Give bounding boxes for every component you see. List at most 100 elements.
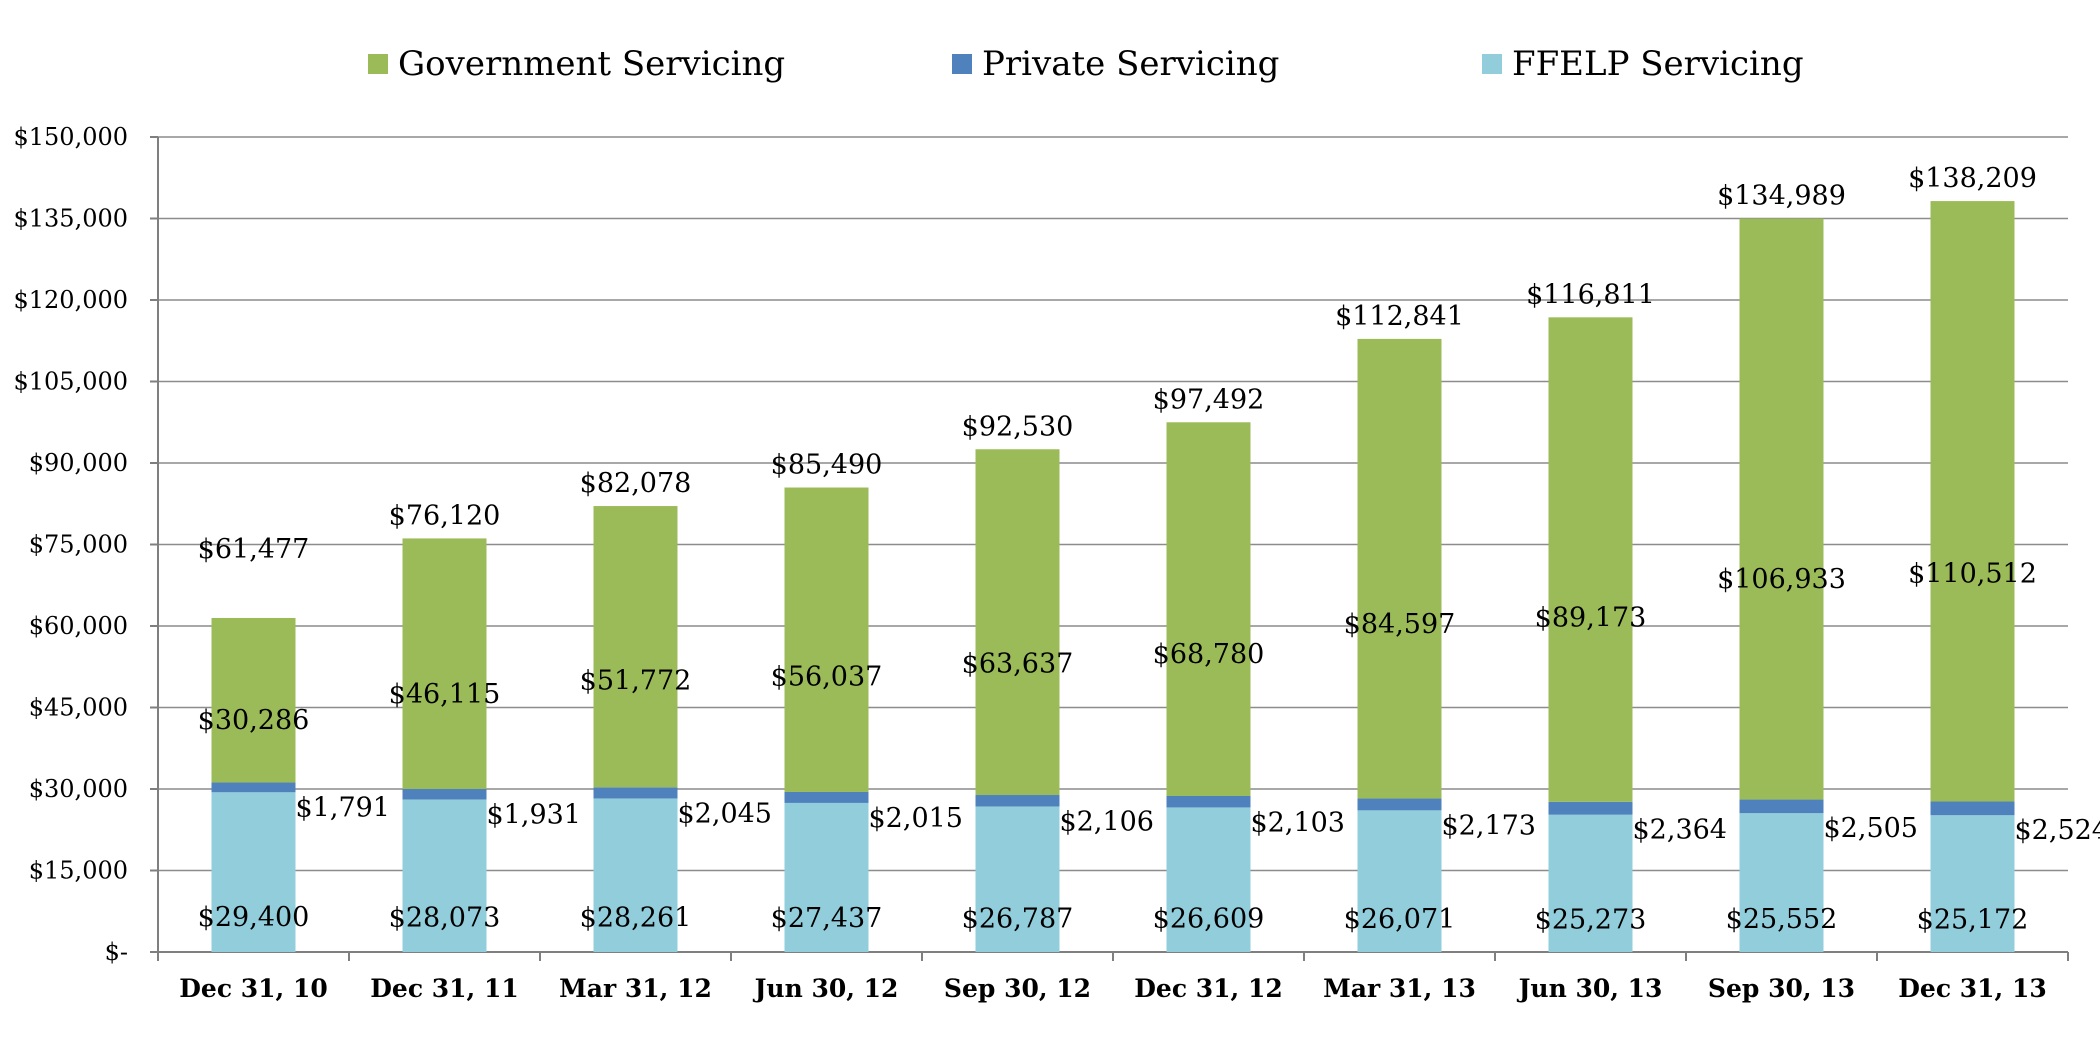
y-tick-label: $15,000 — [29, 857, 128, 885]
data-label-government: $56,037 — [771, 661, 883, 692]
bar-segment-private — [1739, 799, 1824, 814]
bar-segment-private — [1166, 795, 1251, 808]
data-label-government: $106,933 — [1717, 564, 1846, 595]
bar-segment-private — [593, 787, 678, 799]
legend-label-private: Private Servicing — [982, 44, 1280, 84]
bar-segment-government — [1548, 317, 1633, 802]
data-label-private: $2,524 — [2015, 815, 2100, 846]
data-label-private: $1,931 — [487, 799, 581, 830]
data-label-government: $110,512 — [1908, 558, 2037, 589]
bar-segment-government — [1357, 338, 1442, 799]
data-label-private: $2,364 — [1633, 815, 1727, 846]
data-label-ffelp: $25,552 — [1726, 904, 1838, 935]
data-label-private: $2,045 — [678, 798, 772, 829]
data-label-government: $46,115 — [389, 679, 501, 710]
bar-segment-government — [975, 449, 1060, 796]
data-label-private: $2,015 — [869, 803, 963, 834]
bar-segment-ffelp — [1548, 814, 1633, 952]
legend-label-government: Government Servicing — [398, 44, 786, 84]
bar-segment-ffelp — [1930, 815, 2015, 952]
data-label-government: $63,637 — [962, 649, 1074, 680]
total-label: $97,492 — [1153, 384, 1265, 415]
x-tick-label: Jun 30, 13 — [1517, 974, 1663, 1003]
x-tick-label: Dec 31, 10 — [179, 974, 328, 1003]
bar-segment-private — [784, 791, 869, 803]
data-label-ffelp: $28,261 — [580, 903, 692, 934]
bar-segment-ffelp — [975, 806, 1060, 952]
bar-segment-private — [402, 788, 487, 800]
bar-segment-government — [1166, 422, 1251, 796]
bar-segment-ffelp — [1739, 813, 1824, 952]
x-tick-label: Dec 31, 11 — [370, 974, 519, 1003]
total-label: $138,209 — [1908, 163, 2037, 194]
x-tick-label: Mar 31, 13 — [1323, 974, 1476, 1003]
bar-segment-government — [211, 617, 296, 783]
total-label: $85,490 — [771, 450, 883, 481]
y-tick-label: $30,000 — [29, 775, 128, 803]
y-tick-label: $150,000 — [13, 123, 128, 151]
data-label-government: $84,597 — [1344, 609, 1456, 640]
bar-segment-ffelp — [211, 792, 296, 952]
y-tick-label: $135,000 — [13, 205, 128, 233]
bar-segment-ffelp — [593, 798, 678, 952]
total-label: $76,120 — [389, 500, 501, 531]
legend-item-private-servicing: Private Servicing — [952, 44, 1279, 84]
legend-label-ffelp: FFELP Servicing — [1512, 44, 1804, 84]
total-label: $112,841 — [1335, 301, 1464, 332]
bar-segment-government — [593, 506, 678, 788]
data-label-ffelp: $29,400 — [198, 902, 310, 933]
y-tick-label: $105,000 — [13, 368, 128, 396]
bar-segment-private — [975, 795, 1060, 807]
bar-segment-private — [1548, 801, 1633, 815]
bar-segment-ffelp — [402, 799, 487, 952]
legend-swatch-government — [368, 54, 388, 74]
chart-legend: Government Servicing Private Servicing F… — [0, 44, 2100, 88]
legend-item-ffelp-servicing: FFELP Servicing — [1482, 44, 1804, 84]
total-label: $92,530 — [962, 411, 1074, 442]
data-label-government: $30,286 — [198, 705, 310, 736]
data-label-government: $89,173 — [1535, 603, 1647, 634]
legend-item-government-servicing: Government Servicing — [368, 44, 785, 84]
bar-segment-ffelp — [1357, 810, 1442, 952]
data-label-private: $2,106 — [1060, 806, 1154, 837]
y-tick-label: $45,000 — [29, 694, 128, 722]
data-label-ffelp: $26,071 — [1344, 904, 1456, 935]
total-label: $134,989 — [1717, 181, 1846, 212]
legend-swatch-ffelp — [1482, 54, 1502, 74]
data-label-ffelp: $28,073 — [389, 903, 501, 934]
bar-segment-ffelp — [784, 802, 869, 952]
y-tick-label: $- — [105, 938, 128, 966]
data-label-ffelp: $26,787 — [962, 903, 1074, 934]
bar-segment-government — [784, 487, 869, 792]
y-tick-label: $90,000 — [29, 449, 128, 477]
x-tick-label: Dec 31, 13 — [1898, 974, 2047, 1003]
total-label: $116,811 — [1526, 279, 1655, 310]
x-tick-label: Mar 31, 12 — [559, 974, 712, 1003]
bar-segment-private — [211, 782, 296, 793]
bar-segment-private — [1930, 801, 2015, 816]
data-label-private: $2,173 — [1442, 810, 1536, 841]
data-label-ffelp: $25,172 — [1917, 904, 2029, 935]
total-label: $61,477 — [198, 534, 310, 565]
data-label-private: $2,505 — [1824, 813, 1918, 844]
bar-segment-government — [1930, 201, 2015, 802]
data-label-private: $2,103 — [1251, 807, 1345, 838]
bar-segment-government — [1739, 218, 1824, 800]
data-label-ffelp: $27,437 — [771, 903, 883, 934]
bar-segment-government — [402, 538, 487, 789]
data-label-government: $68,780 — [1153, 639, 1265, 670]
data-label-private: $1,791 — [296, 792, 390, 823]
x-tick-label: Dec 31, 12 — [1134, 974, 1283, 1003]
total-label: $82,078 — [580, 468, 692, 499]
data-label-ffelp: $25,273 — [1535, 904, 1647, 935]
x-tick-label: Jun 30, 12 — [753, 974, 899, 1003]
legend-swatch-private — [952, 54, 972, 74]
bar-segment-private — [1357, 798, 1442, 811]
x-tick-label: Sep 30, 13 — [1708, 974, 1855, 1003]
bar-segment-ffelp — [1166, 807, 1251, 952]
data-label-ffelp: $26,609 — [1153, 904, 1265, 935]
y-tick-label: $60,000 — [29, 612, 128, 640]
y-tick-label: $120,000 — [13, 286, 128, 314]
data-label-government: $51,772 — [580, 665, 692, 696]
